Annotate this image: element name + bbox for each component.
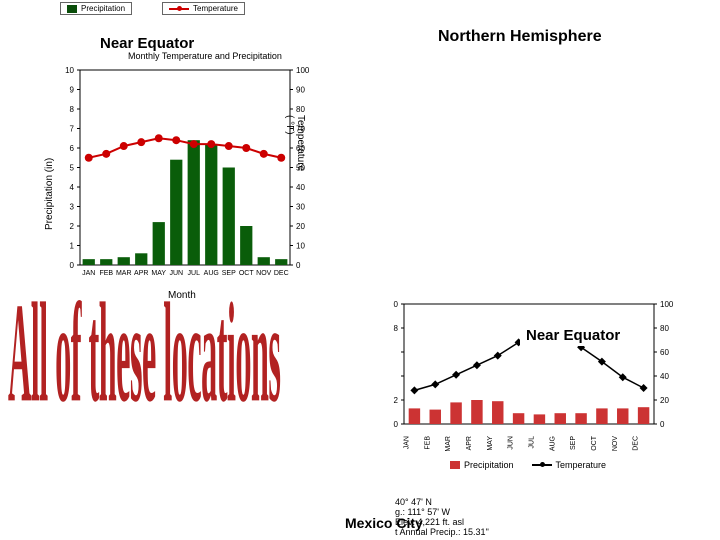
title-near-equator-2: Near Equator bbox=[520, 325, 626, 346]
svg-text:1: 1 bbox=[70, 242, 75, 251]
svg-text:5: 5 bbox=[70, 164, 75, 173]
svg-text:3: 3 bbox=[70, 203, 75, 212]
svg-text:10: 10 bbox=[65, 66, 74, 75]
legend-bottom: Precipitation Temperature bbox=[450, 460, 606, 470]
y-right-label-1: Temperature ( °F) bbox=[284, 115, 306, 171]
svg-text:2: 2 bbox=[394, 396, 399, 405]
svg-text:0: 0 bbox=[394, 420, 399, 429]
chart-near-equator: 0123456789100102030405060708090100JANFEB… bbox=[40, 60, 310, 305]
legend-precip-label: Precipitation bbox=[81, 4, 125, 13]
svg-text:MAY: MAY bbox=[487, 436, 494, 451]
title-northern-hemisphere: Northern Hemisphere bbox=[438, 28, 602, 46]
chart2-svg: 0280020406080100JANFEBMARAPRMAYJUNJULAUG… bbox=[380, 300, 680, 460]
svg-text:100: 100 bbox=[660, 300, 674, 309]
chart1-svg: 0123456789100102030405060708090100JANFEB… bbox=[40, 60, 310, 305]
svg-text:60: 60 bbox=[660, 348, 669, 357]
legend-temp: Temperature bbox=[162, 2, 245, 15]
precip-swatch-2 bbox=[450, 461, 460, 469]
svg-text:7: 7 bbox=[70, 125, 75, 134]
svg-text:4: 4 bbox=[70, 183, 75, 192]
temp-swatch-2 bbox=[532, 464, 552, 466]
svg-text:20: 20 bbox=[660, 396, 669, 405]
svg-text:80: 80 bbox=[296, 105, 305, 114]
precip-swatch bbox=[67, 5, 77, 13]
svg-text:0: 0 bbox=[660, 420, 665, 429]
svg-text:0: 0 bbox=[296, 261, 301, 270]
svg-text:OCT: OCT bbox=[591, 435, 598, 451]
legend2-precip-label: Precipitation bbox=[464, 460, 514, 470]
svg-text:0: 0 bbox=[394, 300, 399, 309]
svg-text:FEB: FEB bbox=[424, 436, 431, 450]
chart-northern-hemisphere: 0280020406080100JANFEBMARAPRMAYJUNJULAUG… bbox=[380, 300, 680, 460]
svg-text:20: 20 bbox=[296, 222, 305, 231]
title-near-equator-1: Near Equator bbox=[100, 35, 194, 52]
svg-text:8: 8 bbox=[70, 105, 75, 114]
legend2-temp: Temperature bbox=[532, 460, 607, 470]
legend2-temp-label: Temperature bbox=[556, 460, 607, 470]
svg-text:APR: APR bbox=[466, 436, 473, 450]
svg-text:9: 9 bbox=[70, 86, 75, 95]
legend2-precip: Precipitation bbox=[450, 460, 514, 470]
svg-text:90: 90 bbox=[296, 86, 305, 95]
svg-text:40: 40 bbox=[296, 183, 305, 192]
svg-text:100: 100 bbox=[296, 66, 310, 75]
svg-text:MAR: MAR bbox=[445, 436, 452, 452]
svg-text:6: 6 bbox=[70, 144, 75, 153]
legend-temp-label: Temperature bbox=[193, 4, 238, 13]
legend-top: Precipitation Temperature bbox=[60, 2, 245, 15]
svg-text:JUN: JUN bbox=[508, 436, 515, 450]
svg-text:NOV: NOV bbox=[612, 436, 619, 452]
svg-text:SEP: SEP bbox=[570, 436, 577, 450]
svg-text:JUL: JUL bbox=[528, 436, 535, 449]
svg-text:10: 10 bbox=[296, 242, 305, 251]
svg-text:2: 2 bbox=[70, 222, 75, 231]
svg-text:0: 0 bbox=[70, 261, 75, 270]
mexico-city-label: Mexico City bbox=[345, 515, 423, 531]
svg-text:80: 80 bbox=[660, 324, 669, 333]
svg-text:8: 8 bbox=[394, 324, 399, 333]
temp-swatch bbox=[169, 8, 189, 10]
legend-precip: Precipitation bbox=[60, 2, 132, 15]
svg-text:AUG: AUG bbox=[549, 436, 556, 451]
svg-text:JAN: JAN bbox=[403, 436, 410, 449]
svg-text:30: 30 bbox=[296, 203, 305, 212]
big-stretched-text: All of these locations bbox=[8, 274, 280, 437]
svg-text:DEC: DEC bbox=[633, 436, 640, 451]
y-left-label-1: Precipitation (in) bbox=[44, 158, 55, 230]
svg-text:40: 40 bbox=[660, 372, 669, 381]
